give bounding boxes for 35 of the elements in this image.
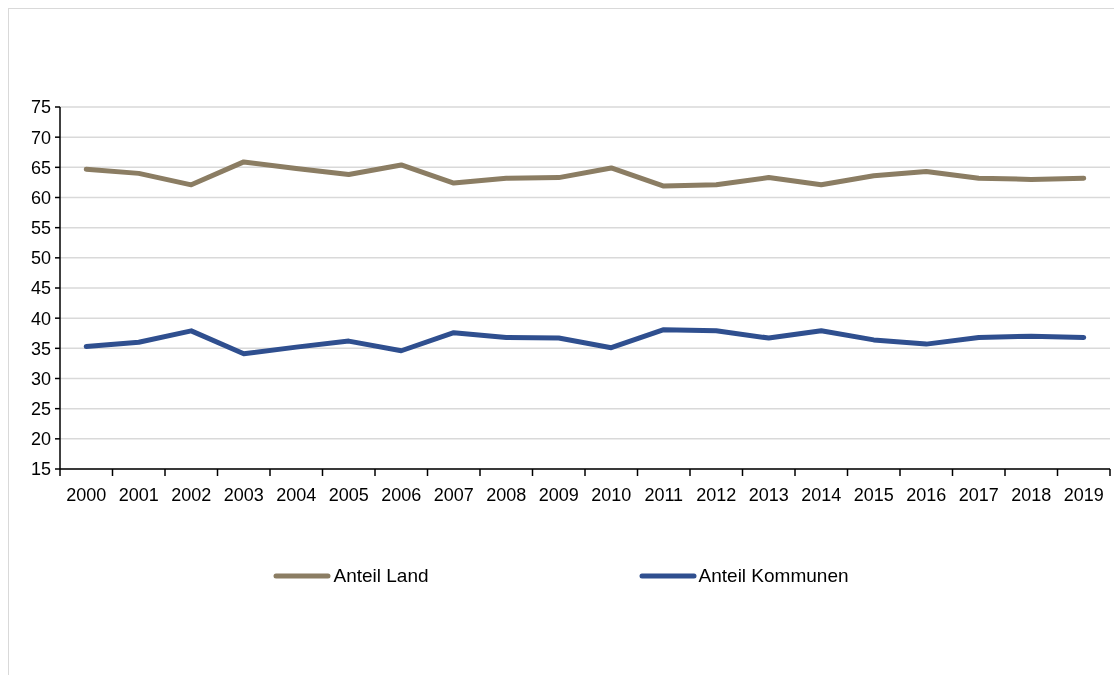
x-tick-label: 2014 (801, 484, 842, 505)
x-tick-label: 2003 (223, 484, 264, 505)
y-tick-label: 45 (30, 278, 51, 299)
x-tick-label: 2011 (644, 484, 684, 505)
x-tick-label: 2017 (958, 484, 999, 505)
x-tick-label: 2015 (853, 484, 894, 505)
x-tick-label: 2013 (748, 484, 789, 505)
y-tick-label: 30 (30, 368, 51, 389)
x-tick-label: 2016 (906, 484, 947, 505)
y-tick-label: 60 (30, 187, 51, 208)
y-tick-label: 70 (30, 127, 51, 148)
x-tick-label: 2005 (328, 484, 369, 505)
legend-label: Anteil Kommunen (698, 565, 849, 587)
x-tick-label: 2012 (696, 484, 737, 505)
x-tick-label: 2018 (1011, 484, 1052, 505)
y-tick-label: 15 (30, 459, 51, 480)
x-tick-label: 2006 (381, 484, 422, 505)
x-tick-label: 2008 (486, 484, 527, 505)
y-tick-label: 65 (30, 157, 51, 178)
x-tick-label: 2007 (433, 484, 474, 505)
y-tick-label: 50 (30, 248, 51, 269)
legend-label: Anteil Land (333, 565, 429, 587)
x-tick-label: 2004 (276, 484, 317, 505)
y-tick-label: 55 (30, 218, 51, 239)
x-tick-label: 2009 (538, 484, 579, 505)
y-tick-label: 25 (30, 399, 51, 420)
y-tick-label: 40 (30, 308, 51, 329)
x-tick-label: 2010 (591, 484, 632, 505)
y-tick-label: 75 (30, 97, 51, 118)
y-tick-label: 20 (30, 429, 51, 450)
x-tick-label: 2001 (118, 484, 159, 505)
x-tick-label: 2000 (66, 484, 107, 505)
y-tick-label: 35 (30, 338, 51, 359)
x-tick-label: 2002 (171, 484, 212, 505)
x-tick-label: 2019 (1063, 484, 1104, 505)
